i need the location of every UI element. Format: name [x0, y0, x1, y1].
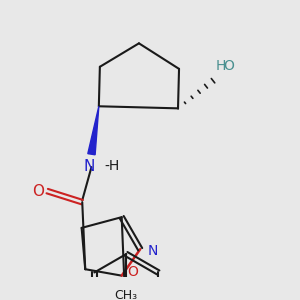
Text: N: N [84, 159, 95, 174]
Text: O: O [127, 265, 138, 279]
Text: H: H [216, 59, 226, 73]
Text: CH₃: CH₃ [115, 289, 138, 300]
Polygon shape [88, 106, 99, 155]
Text: O: O [32, 184, 44, 199]
Text: O: O [223, 59, 234, 73]
Text: -H: -H [104, 159, 120, 173]
Text: N: N [148, 244, 158, 258]
